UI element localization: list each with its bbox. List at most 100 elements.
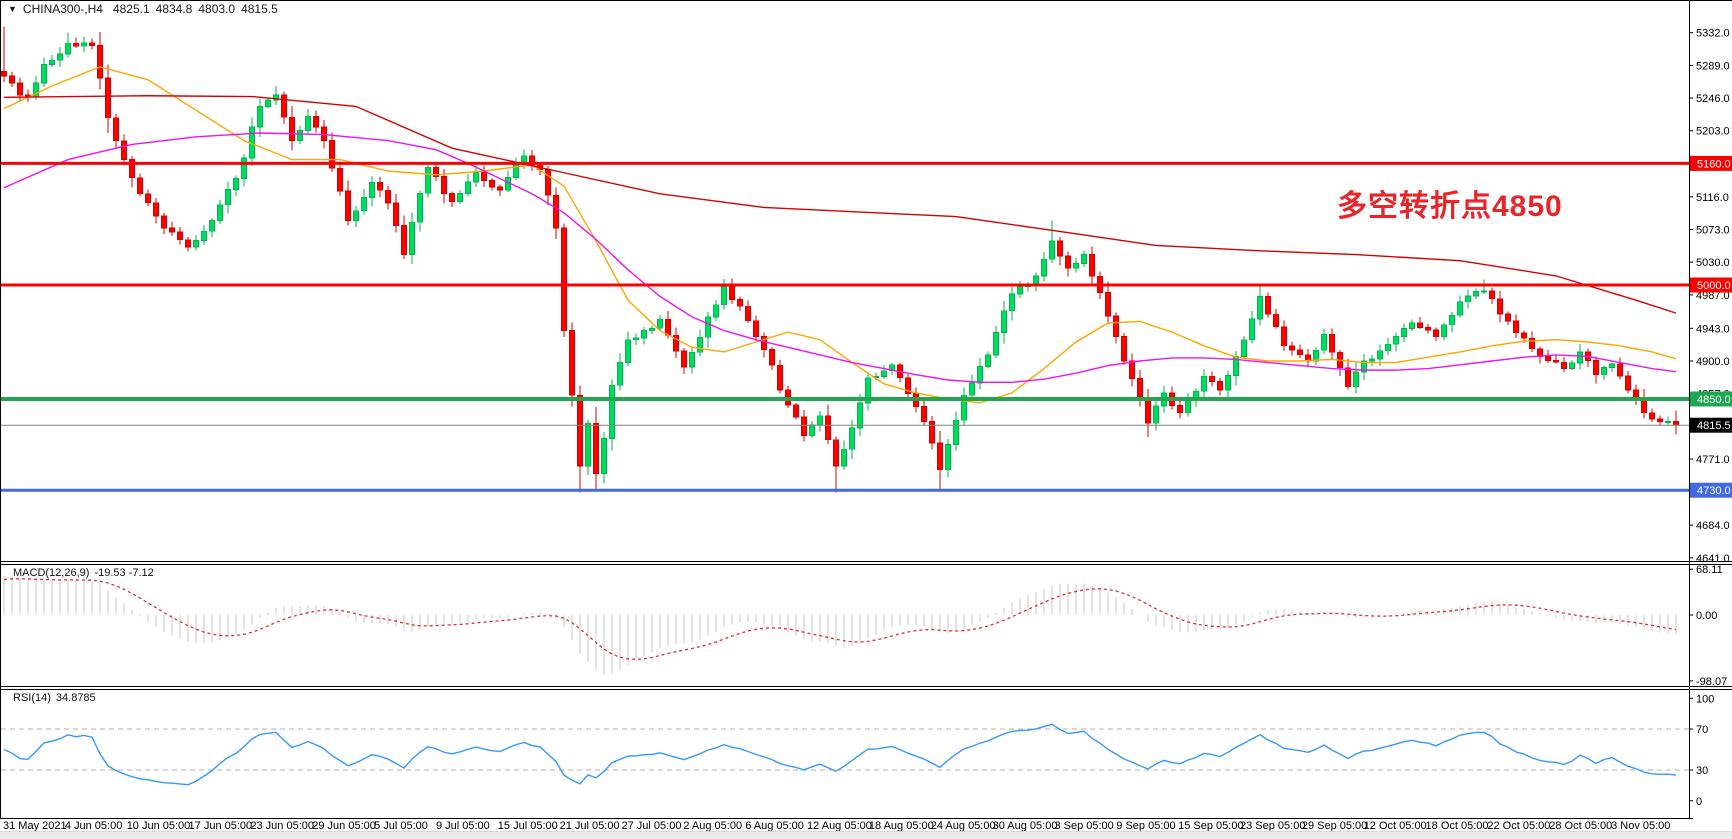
candle-body bbox=[1241, 339, 1247, 357]
price-axis-label: 4987.0 bbox=[1696, 290, 1730, 302]
candle-body bbox=[1505, 313, 1511, 322]
candle-body bbox=[1529, 337, 1535, 350]
candle-bodies-group bbox=[1, 42, 1679, 474]
date-axis-label: 23 Jun 05:00 bbox=[250, 820, 314, 832]
date-axis-label: 17 Jun 05:00 bbox=[189, 820, 253, 832]
macd-values: -19.53 -7.12 bbox=[94, 567, 154, 579]
rsi-value: 34.8785 bbox=[55, 692, 96, 704]
candle-body bbox=[657, 318, 663, 329]
candle-body bbox=[921, 406, 927, 422]
candle-body bbox=[417, 192, 423, 223]
candle-body bbox=[601, 438, 607, 474]
candle-body bbox=[1009, 293, 1015, 312]
price-badge-4815.5 bbox=[1690, 417, 1732, 433]
candle-body bbox=[177, 231, 183, 241]
candle-body bbox=[1569, 362, 1575, 370]
candle-body bbox=[1201, 375, 1207, 392]
candle-body bbox=[745, 305, 751, 322]
candle-body bbox=[297, 130, 303, 141]
candle-body bbox=[1089, 254, 1095, 277]
candle-body bbox=[985, 354, 991, 367]
price-axis-label: 4943.0 bbox=[1696, 323, 1730, 335]
candle-body bbox=[225, 189, 231, 206]
candle-body bbox=[1129, 360, 1135, 379]
candle-body bbox=[1353, 371, 1359, 388]
candle-body bbox=[1145, 400, 1151, 424]
candle-body bbox=[81, 42, 87, 47]
candle-body bbox=[473, 172, 479, 183]
candle-body bbox=[1081, 254, 1087, 265]
candle-body bbox=[113, 117, 119, 142]
candle-body bbox=[449, 193, 455, 202]
candle-body bbox=[1609, 363, 1615, 368]
macd-axis-label: 68.11 bbox=[1696, 564, 1723, 576]
candle-body bbox=[585, 422, 591, 467]
candle-body bbox=[665, 318, 671, 336]
candle-body bbox=[1273, 313, 1279, 328]
candle-body bbox=[369, 181, 375, 198]
candle-body bbox=[1673, 421, 1679, 426]
candle-body bbox=[265, 99, 271, 107]
date-axis-label: 10 Jun 05:00 bbox=[127, 820, 191, 832]
candle-body bbox=[1481, 290, 1487, 293]
candle-body bbox=[561, 227, 567, 331]
candle-body bbox=[1409, 322, 1415, 329]
candle-body bbox=[1057, 240, 1063, 257]
candle-body bbox=[833, 439, 839, 467]
date-axis-label: 3 Sep 05:00 bbox=[1054, 820, 1113, 832]
candle-body bbox=[121, 140, 127, 161]
candle-body bbox=[433, 166, 439, 177]
candle-body bbox=[1497, 298, 1503, 315]
candle-body bbox=[41, 64, 47, 84]
date-axis-label: 12 Oct 05:00 bbox=[1364, 820, 1427, 832]
date-axis-label: 28 Oct 05:00 bbox=[1549, 820, 1612, 832]
candle-body bbox=[577, 394, 583, 467]
chart-annotation-text[interactable]: 多空转折点4850 bbox=[1337, 190, 1563, 223]
candle-body bbox=[425, 166, 431, 194]
candle-body bbox=[817, 415, 823, 426]
candle-body bbox=[385, 189, 391, 204]
price-axis-label: 4684.0 bbox=[1696, 520, 1730, 532]
candle-body bbox=[993, 332, 999, 356]
price-badge-label: 4815.5 bbox=[1697, 420, 1731, 432]
price-axis-label: 5116.0 bbox=[1696, 192, 1729, 204]
candle-body bbox=[1113, 315, 1119, 337]
candle-body bbox=[17, 82, 23, 96]
date-axis-label: 2 Aug 05:00 bbox=[683, 820, 742, 832]
candle-body bbox=[553, 194, 559, 229]
candle-body bbox=[1, 71, 7, 77]
chart-title-bar: ▼ CHINA300-,H4 4825.1 4834.8 4803.0 4815.5 bbox=[8, 2, 284, 16]
candle-body bbox=[313, 115, 319, 128]
symbol-selector-icon[interactable]: ▼ bbox=[8, 4, 17, 14]
price-axis-label: 5289.0 bbox=[1696, 60, 1730, 72]
candle-body bbox=[673, 334, 679, 352]
date-axis-label: 24 Aug 05:00 bbox=[931, 820, 996, 832]
candle-body bbox=[217, 204, 223, 221]
date-axis-label: 4 Jun 05:00 bbox=[65, 820, 123, 832]
candle-body bbox=[233, 178, 239, 190]
date-axis-label: 5 Jul 05:00 bbox=[374, 820, 428, 832]
candle-body bbox=[1441, 324, 1447, 338]
price-axis-label: 5246.0 bbox=[1696, 93, 1730, 105]
candle-body bbox=[1393, 336, 1399, 345]
price-badge-label: 5000.0 bbox=[1697, 280, 1731, 292]
candle-body bbox=[953, 419, 959, 445]
date-axis-label: 9 Sep 05:00 bbox=[1116, 820, 1175, 832]
candle-body bbox=[1105, 292, 1111, 317]
date-axis-label: 3 Nov 05:00 bbox=[1611, 820, 1670, 832]
candle-body bbox=[729, 286, 735, 300]
candle-body bbox=[905, 377, 911, 394]
candle-body bbox=[721, 286, 727, 306]
macd-axis-label: -98.07 bbox=[1696, 676, 1727, 688]
candle-body bbox=[753, 320, 759, 337]
candle-body bbox=[713, 304, 719, 318]
candle-body bbox=[1449, 314, 1455, 326]
candle-body bbox=[1553, 360, 1559, 363]
candle-body bbox=[105, 77, 111, 119]
candle-body bbox=[281, 94, 287, 118]
candle-body bbox=[353, 210, 359, 221]
candle-body bbox=[825, 415, 831, 441]
macd-axis-label: 0.00 bbox=[1696, 610, 1717, 622]
date-axis-label: 12 Aug 05:00 bbox=[807, 820, 872, 832]
